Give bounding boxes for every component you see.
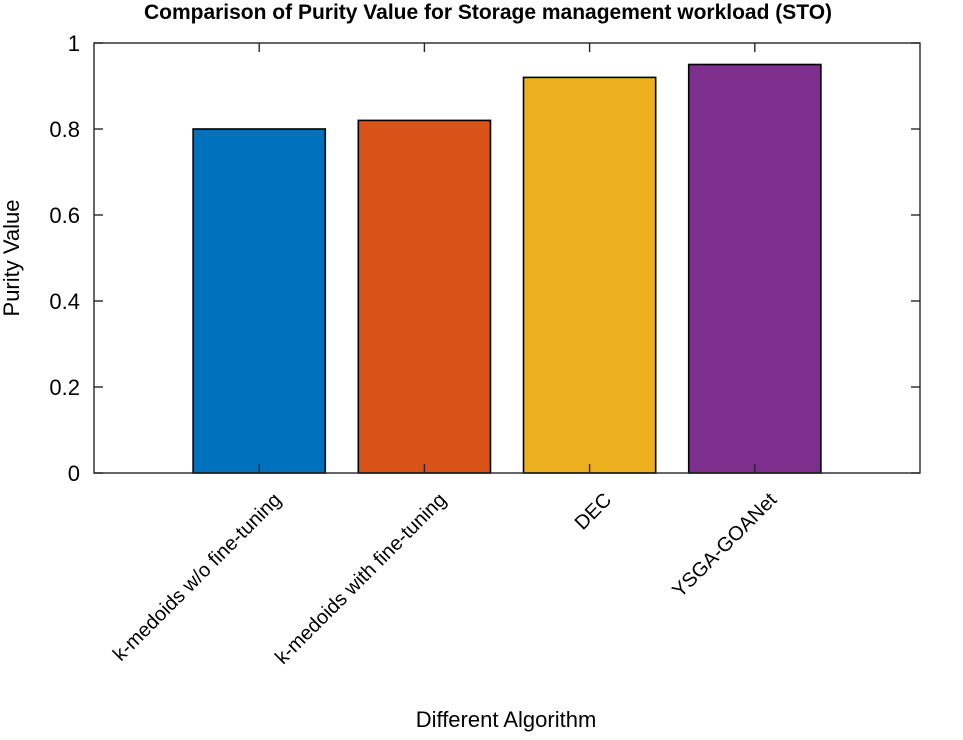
bar (522, 76, 657, 474)
y-tick-label: 0 (68, 461, 80, 486)
bar (192, 128, 327, 474)
x-tick-label: DEC (571, 489, 616, 534)
y-tick-label: 0.6 (49, 203, 80, 228)
x-tick-label: YSGA-GOANet (668, 489, 781, 602)
y-tick-label: 0.2 (49, 375, 80, 400)
axes-frame (93, 42, 921, 474)
y-tick-label: 1 (68, 31, 80, 56)
y-tick-label: 0.8 (49, 117, 80, 142)
bar (357, 119, 492, 474)
chart-title: Comparison of Purity Value for Storage m… (144, 1, 832, 24)
x-tick-label: k-medoids with fine-tuning (271, 489, 451, 669)
y-axis-label: Purity Value (0, 200, 24, 317)
x-tick-label: k-medoids w/o fine-tuning (109, 489, 286, 666)
bar (687, 63, 822, 474)
y-tick-label: 0.4 (49, 289, 80, 314)
plot-area: 0 0.2 0.4 0.6 0.8 1 k-medoids w/o fine-tuningk… (49, 31, 921, 669)
x-axis-label: Different Algorithm (416, 707, 597, 732)
